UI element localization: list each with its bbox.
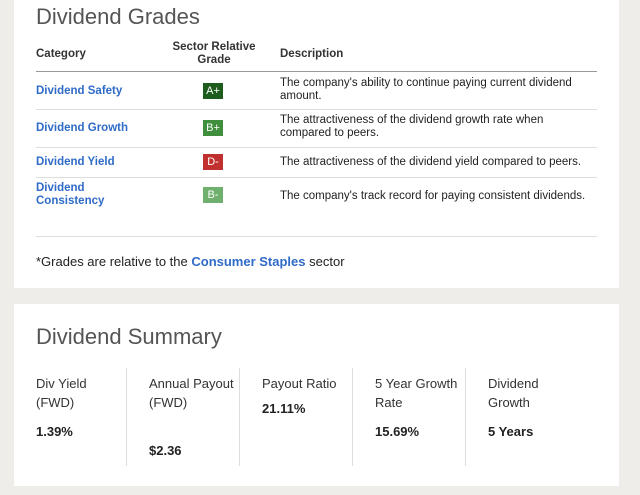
- metric-annual-payout: Annual Payout (FWD) $2.36: [127, 368, 240, 466]
- metric-value: 21.11%: [262, 401, 306, 416]
- grade-column-header: Sector Relative Grade: [172, 41, 256, 66]
- dividend-consistency-link[interactable]: Dividend Consistency: [36, 182, 105, 207]
- metric-5-year-growth-rate: 5 Year Growth Rate 15.69%: [353, 368, 466, 466]
- metric-label: Payout Ratio: [262, 376, 337, 391]
- metric-label: Annual Payout (FWD): [149, 376, 234, 410]
- dividend-grades-title: Dividend Grades: [36, 4, 200, 29]
- dividend-grades-card: Dividend Grades Category Sector Relative…: [14, 0, 619, 288]
- dividend-summary-title: Dividend Summary: [36, 324, 222, 349]
- metric-label: Div Yield (FWD): [36, 376, 87, 410]
- grade-description: The attractiveness of the dividend growt…: [280, 114, 544, 139]
- metric-dividend-growth: Dividend Growth 5 Years: [466, 368, 578, 466]
- grade-row-dividend-yield: Dividend Yield D- The attractiveness of …: [36, 148, 597, 178]
- metric-div-yield: Div Yield (FWD) 1.39%: [14, 368, 127, 466]
- grades-footnote: *Grades are relative to the Consumer Sta…: [36, 254, 345, 269]
- grade-badge: B-: [203, 187, 223, 203]
- footnote-suffix: sector: [305, 254, 345, 269]
- consumer-staples-link[interactable]: Consumer Staples: [191, 254, 306, 269]
- header-divider: [36, 71, 597, 72]
- metric-label: Dividend Growth: [488, 376, 539, 410]
- dividend-summary-card: Dividend Summary Div Yield (FWD) 1.39% A…: [14, 304, 619, 486]
- dividend-yield-link[interactable]: Dividend Yield: [36, 156, 115, 168]
- grade-description: The attractiveness of the dividend yield…: [280, 156, 582, 168]
- metric-value: 1.39%: [36, 424, 73, 439]
- dividend-growth-link[interactable]: Dividend Growth: [36, 122, 128, 134]
- metric-payout-ratio: Payout Ratio 21.11%: [240, 368, 353, 466]
- grade-row-dividend-consistency: Dividend Consistency B- The company's tr…: [36, 178, 597, 237]
- grade-badge: B+: [203, 120, 223, 136]
- dividend-safety-link[interactable]: Dividend Safety: [36, 85, 123, 97]
- grade-description: The company's track record for paying co…: [280, 190, 586, 202]
- grade-row-dividend-safety: Dividend Safety A+ The company's ability…: [36, 72, 597, 110]
- grade-badge: D-: [203, 154, 223, 170]
- metric-value: 15.69%: [375, 424, 420, 439]
- grade-row-dividend-growth: Dividend Growth B+ The attractiveness of…: [36, 110, 597, 148]
- description-column-header: Description: [280, 48, 344, 60]
- category-column-header: Category: [36, 48, 86, 60]
- grade-badge: A+: [203, 83, 223, 99]
- metric-label: 5 Year Growth Rate: [375, 376, 458, 410]
- metric-value: 5 Years: [488, 424, 534, 439]
- footnote-prefix: *Grades are relative to the: [36, 254, 192, 269]
- grade-description: The company's ability to continue paying…: [280, 77, 572, 102]
- metric-value: $2.36: [149, 443, 182, 458]
